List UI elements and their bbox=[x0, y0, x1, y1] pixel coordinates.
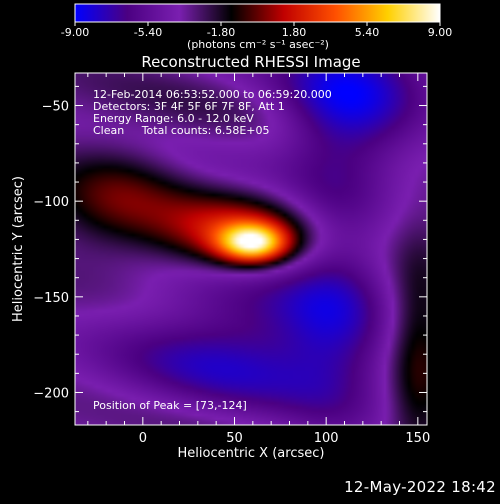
colorbar-tick-label: -5.40 bbox=[134, 26, 162, 39]
chart-title: Reconstructed RHESSI Image bbox=[141, 53, 360, 71]
plot-frame bbox=[74, 72, 428, 426]
y-tick-label: −100 bbox=[33, 195, 69, 210]
annotation-clean: Clean Total counts: 6.58E+05 bbox=[93, 124, 270, 137]
x-tick-label: 100 bbox=[314, 431, 339, 446]
colorbar bbox=[74, 3, 441, 23]
x-tick-label: 150 bbox=[405, 431, 430, 446]
y-axis-ticks: −50 −100 −150 −200 bbox=[33, 85, 427, 413]
colorbar-ticks: -9.00 -5.40 -1.80 1.80 5.40 9.00 bbox=[61, 22, 452, 39]
annotation-time-range: 12-Feb-2014 06:53:52.000 to 06:59:20.000 bbox=[93, 88, 332, 101]
colorbar-tick-label: 1.80 bbox=[282, 26, 307, 39]
annotation-peak: Position of Peak = [73,-124] bbox=[93, 399, 247, 412]
heatmap-image bbox=[75, 73, 427, 425]
y-tick-label: −50 bbox=[42, 100, 69, 115]
x-tick-label: 50 bbox=[226, 431, 243, 446]
x-axis-ticks: 0 50 100 150 bbox=[87, 73, 430, 446]
footer-timestamp: 12-May-2022 18:42 bbox=[344, 478, 496, 496]
x-tick-label: 0 bbox=[139, 431, 147, 446]
colorbar-tick-label: 5.40 bbox=[355, 26, 380, 39]
y-axis-label: Heliocentric Y (arcsec) bbox=[11, 176, 26, 322]
annotation-energy: Energy Range: 6.0 - 12.0 keV bbox=[93, 112, 254, 125]
y-tick-label: −150 bbox=[33, 291, 69, 306]
annotation-detectors: Detectors: 3F 4F 5F 6F 7F 8F, Att 1 bbox=[93, 100, 285, 113]
y-tick-label: −200 bbox=[33, 386, 69, 401]
colorbar-unit-label: (photons cm⁻² s⁻¹ asec⁻²) bbox=[187, 38, 329, 51]
colorbar-tick-label: 9.00 bbox=[428, 26, 453, 39]
colorbar-tick-label: -9.00 bbox=[61, 26, 89, 39]
colorbar-tick-label: -1.80 bbox=[207, 26, 235, 39]
x-axis-label: Heliocentric X (arcsec) bbox=[178, 446, 325, 461]
